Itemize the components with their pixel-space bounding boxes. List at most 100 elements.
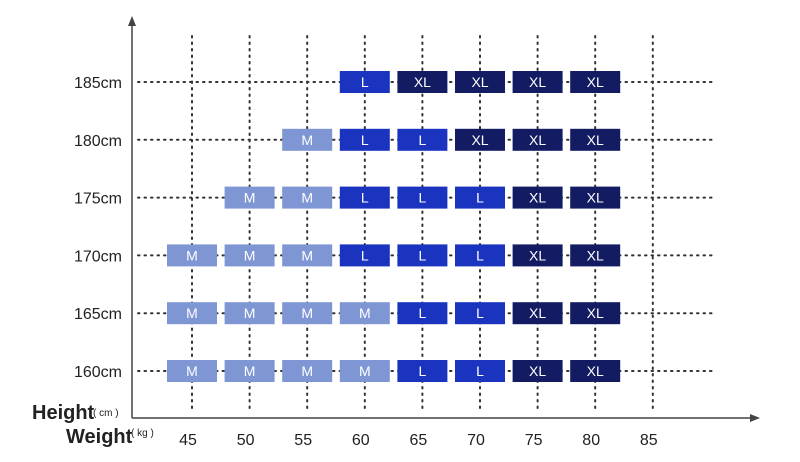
- size-cell: [455, 186, 505, 209]
- size-cell: [167, 244, 217, 267]
- size-cell: [455, 244, 505, 267]
- y-tick-label: 180cm: [74, 133, 122, 150]
- size-cell-label: L: [361, 132, 369, 148]
- tick-labels: 185cm 180cm 175cm 170cm 165cm 160cm 45 50 55 60 65…: [74, 75, 658, 449]
- size-cell-label: L: [476, 363, 484, 379]
- size-cell: [570, 244, 621, 267]
- size-cell: [224, 302, 275, 325]
- size-cell-label: XL: [587, 363, 604, 379]
- size-cell: [397, 128, 448, 151]
- size-cell: [282, 128, 333, 151]
- size-cell: [455, 302, 505, 325]
- size-cell-label: L: [476, 247, 484, 263]
- size-cell: [570, 71, 621, 93]
- size-cell: [397, 186, 448, 209]
- x-tick-label: 65: [410, 432, 428, 449]
- size-cell-label: XL: [587, 132, 604, 148]
- size-cell-label: M: [301, 305, 313, 321]
- size-cell: [282, 186, 333, 209]
- size-cell: [512, 302, 563, 325]
- size-cell-label: L: [476, 190, 484, 206]
- size-cell-label: L: [419, 247, 427, 263]
- size-cell: [339, 186, 390, 209]
- x-tick-label: 80: [582, 432, 600, 449]
- size-cell-label: L: [361, 74, 369, 90]
- size-cell: [339, 128, 390, 151]
- size-cell: [512, 186, 563, 209]
- size-cell-label: XL: [471, 74, 488, 90]
- size-cell-label: M: [186, 305, 198, 321]
- size-cell-label: M: [186, 247, 198, 263]
- y-tick-label: 170cm: [74, 248, 122, 265]
- size-cells: L XL XL XL XL M L L XL XL XL M M L L L XL XL M M M L L L XL XL M M M…: [167, 71, 621, 382]
- size-cell-label: M: [359, 305, 371, 321]
- size-cell-label: XL: [529, 305, 546, 321]
- y-axis-title: Height: [32, 402, 95, 424]
- y-axis-arrow-icon: [128, 16, 136, 26]
- size-cell: [282, 302, 333, 325]
- size-cell-label: XL: [587, 305, 604, 321]
- x-axis-unit: ( kg ): [131, 428, 154, 439]
- size-cell-label: M: [244, 363, 256, 379]
- x-tick-label: 75: [525, 432, 543, 449]
- y-tick-label: 160cm: [74, 364, 122, 381]
- size-cell: [512, 128, 563, 151]
- size-cell: [339, 71, 390, 93]
- size-cell-label: L: [419, 132, 427, 148]
- size-cell-label: L: [361, 247, 369, 263]
- size-cell: [224, 244, 275, 267]
- y-tick-label: 185cm: [74, 75, 122, 92]
- size-cell-label: XL: [529, 363, 546, 379]
- size-cell-label: XL: [529, 74, 546, 90]
- size-cell: [455, 128, 505, 151]
- size-cell: [282, 360, 333, 382]
- size-cell: [167, 360, 217, 382]
- size-cell: [570, 186, 621, 209]
- size-cell-label: M: [301, 190, 313, 206]
- size-cell-label: M: [244, 247, 256, 263]
- x-tick-label: 60: [352, 432, 370, 449]
- axes: [128, 16, 760, 422]
- size-cell-label: M: [301, 247, 313, 263]
- size-cell-label: XL: [529, 247, 546, 263]
- size-cell-label: XL: [471, 132, 488, 148]
- x-tick-label: 45: [179, 432, 197, 449]
- size-cell: [397, 360, 448, 382]
- size-cell: [570, 128, 621, 151]
- size-cell-label: XL: [529, 190, 546, 206]
- size-cell-label: XL: [587, 247, 604, 263]
- size-cell: [167, 302, 217, 325]
- size-cell: [570, 302, 621, 325]
- x-tick-label: 85: [640, 432, 658, 449]
- size-cell: [224, 186, 275, 209]
- x-axis-title: Weight: [66, 426, 133, 448]
- size-cell: [397, 71, 448, 93]
- size-cell-label: M: [244, 190, 256, 206]
- size-cell: [570, 360, 621, 382]
- y-tick-label: 175cm: [74, 191, 122, 208]
- size-cell: [397, 302, 448, 325]
- size-cell: [339, 244, 390, 267]
- y-axis-unit: ( cm ): [93, 408, 119, 419]
- x-tick-label: 70: [467, 432, 485, 449]
- size-cell: [282, 244, 333, 267]
- size-cell: [512, 360, 563, 382]
- size-cell-label: XL: [587, 190, 604, 206]
- size-cell-label: XL: [529, 132, 546, 148]
- size-cell-label: L: [476, 305, 484, 321]
- x-tick-label: 50: [237, 432, 255, 449]
- size-cell-label: L: [419, 305, 427, 321]
- size-cell-label: L: [361, 190, 369, 206]
- size-cell-label: M: [301, 132, 313, 148]
- size-cell-label: XL: [587, 74, 604, 90]
- size-cell: [397, 244, 448, 267]
- size-cell-label: M: [301, 363, 313, 379]
- size-cell: [455, 360, 505, 382]
- axis-titles: Height ( cm ) Weight ( kg ): [32, 402, 154, 448]
- size-cell-label: L: [419, 363, 427, 379]
- size-cell-label: XL: [414, 74, 431, 90]
- y-tick-label: 165cm: [74, 306, 122, 323]
- x-axis-arrow-icon: [750, 414, 760, 422]
- size-cell-label: M: [359, 363, 371, 379]
